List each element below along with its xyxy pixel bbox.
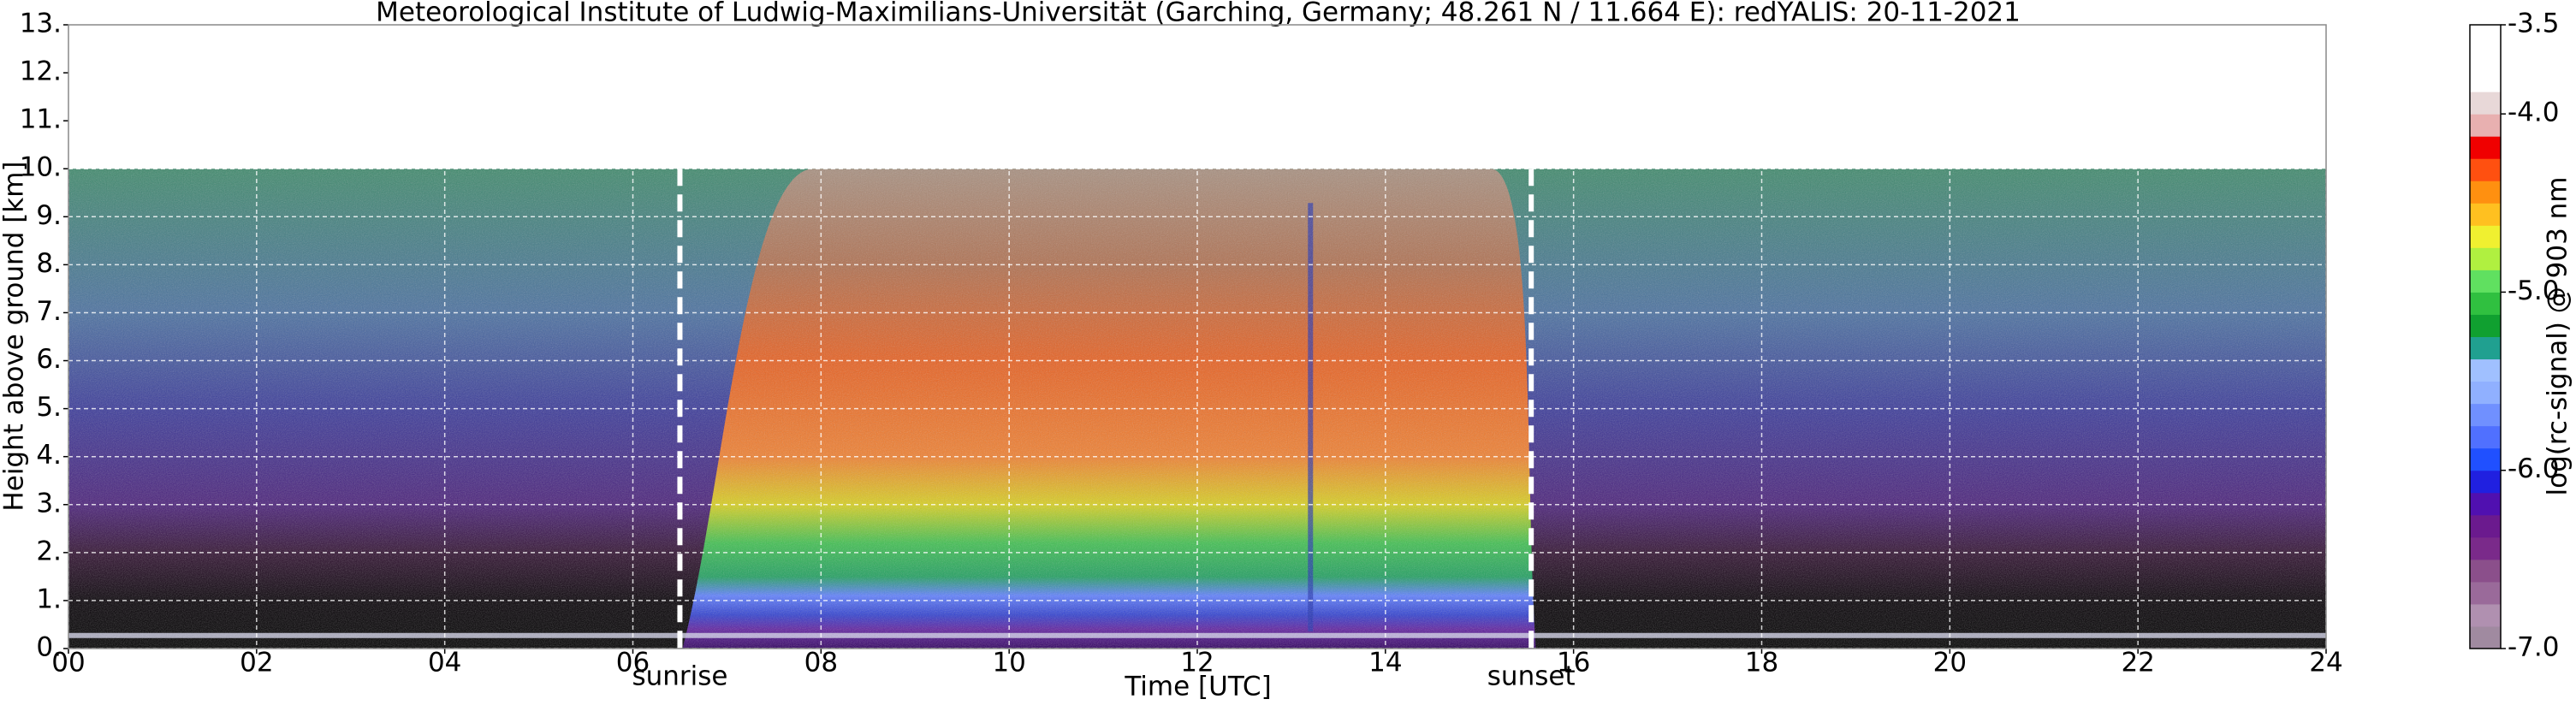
colorbar-swatch	[2470, 136, 2501, 159]
colorbar-swatch	[2470, 203, 2501, 226]
colorbar-swatch	[2470, 403, 2501, 427]
colorbar-swatch	[2470, 225, 2501, 248]
colorbar-swatch	[2470, 625, 2501, 649]
colorbar-swatch	[2470, 581, 2501, 605]
colorbar-swatch	[2470, 25, 2501, 48]
colorbar-swatch	[2470, 358, 2501, 382]
x-tick-label: 12	[1180, 648, 1214, 678]
annotation-label: sunrise	[632, 661, 727, 692]
colorbar-swatch	[2470, 425, 2501, 449]
y-tick-label: 4.	[36, 440, 62, 471]
colorbar-swatch	[2470, 92, 2501, 115]
colorbar-swatch	[2470, 536, 2501, 560]
x-axis-label: Time [UTC]	[1124, 672, 1271, 702]
colorbar-swatch	[2470, 559, 2501, 583]
x-tick-label: 02	[240, 648, 273, 678]
colorbar-frame	[2469, 24, 2502, 649]
y-tick-label: 12.	[20, 56, 62, 87]
colorbar-swatch	[2470, 470, 2501, 494]
colorbar-swatch	[2470, 603, 2501, 627]
colorbar-tick-label: -5.0	[2508, 275, 2560, 306]
y-tick-label: 13.	[20, 9, 62, 39]
y-tick-label: 1.	[36, 584, 62, 614]
colorbar-swatch	[2470, 492, 2501, 516]
colorbar-swatch	[2470, 381, 2501, 405]
plot-frame	[68, 24, 2327, 649]
x-tick-label: 20	[1933, 648, 1967, 678]
colorbar-tick-label: -6.0	[2508, 453, 2560, 484]
y-axis-label: Height above ground [km]	[0, 161, 30, 511]
y-tick-label: 10.	[20, 152, 62, 183]
y-tick-label: 6.	[36, 344, 62, 375]
colorbar-swatch	[2470, 114, 2501, 137]
y-tick-label: 9.	[36, 200, 62, 231]
x-tick-label: 06	[616, 648, 650, 678]
colorbar-swatch	[2470, 314, 2501, 337]
chart-title: Meteorological Institute of Ludwig-Maxim…	[376, 0, 2021, 28]
colorbar-swatch	[2470, 69, 2501, 92]
x-tick-label: 10	[992, 648, 1025, 678]
y-tick-label: 5.	[36, 392, 62, 423]
colorbar-tick-label: -4.0	[2508, 98, 2560, 128]
y-tick-label: 2.	[36, 536, 62, 566]
colorbar-swatch	[2470, 292, 2501, 315]
colorbar-swatch	[2470, 181, 2501, 204]
x-tick-label: 14	[1368, 648, 1402, 678]
colorbar-swatch	[2470, 514, 2501, 538]
x-tick-label: 08	[804, 648, 838, 678]
colorbar-tick-label: -3.5	[2508, 9, 2560, 39]
x-tick-label: 00	[51, 648, 85, 678]
y-tick-label: 0.	[36, 632, 62, 663]
colorbar-swatch	[2470, 247, 2501, 270]
y-tick-label: 3.	[36, 488, 62, 518]
x-tick-label: 16	[1557, 648, 1590, 678]
colorbar-swatch	[2470, 336, 2501, 360]
y-tick-label: 11.	[20, 104, 62, 135]
y-tick-label: 8.	[36, 248, 62, 279]
colorbar-swatch	[2470, 47, 2501, 70]
colorbar-tick-label: -7.0	[2508, 632, 2560, 663]
colorbar-label: log(rc-signal) @ 903 nm	[2543, 176, 2573, 495]
colorbar-swatch	[2470, 270, 2501, 293]
colorbar-swatch	[2470, 447, 2501, 471]
colorbar-swatch	[2470, 158, 2501, 181]
x-tick-label: 24	[2309, 648, 2342, 678]
x-tick-label: 04	[428, 648, 461, 678]
y-tick-label: 7.	[36, 296, 62, 327]
annotation-label: sunset	[1487, 661, 1576, 692]
x-tick-label: 22	[2121, 648, 2154, 678]
x-tick-label: 18	[1745, 648, 1778, 678]
